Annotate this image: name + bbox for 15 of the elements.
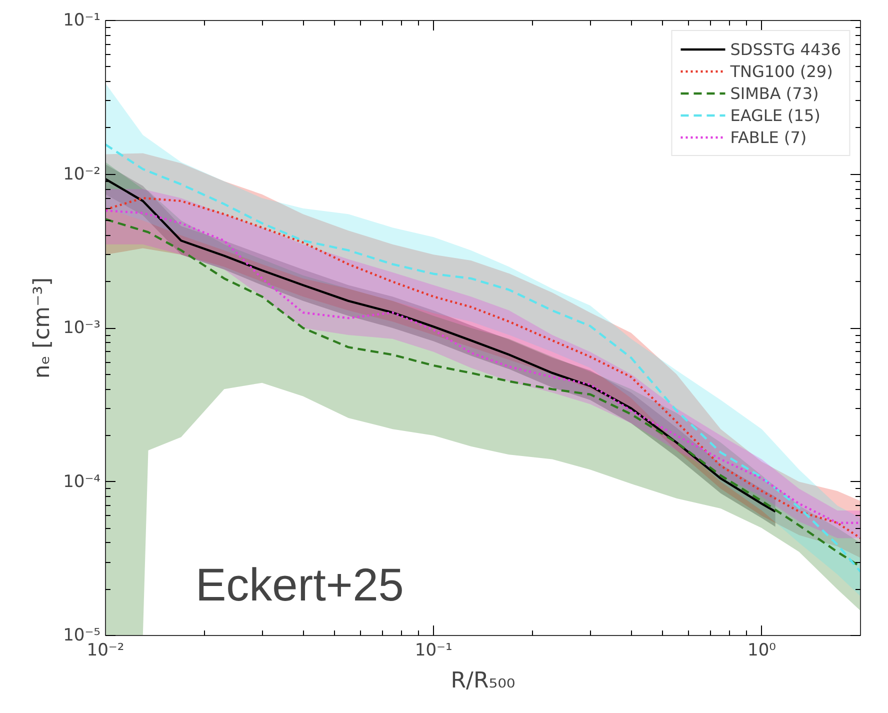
legend-label: SDSSTG 4436 — [730, 40, 841, 58]
y-tick-label: 10⁻¹ — [63, 10, 100, 30]
y-tick-label: 10⁻⁴ — [63, 472, 101, 492]
y-axis-title: nₑ [cm⁻³] — [30, 277, 56, 379]
y-tick-label: 10⁻² — [63, 164, 100, 184]
x-tick-label: 10⁻¹ — [414, 640, 452, 660]
x-tick-label: 10⁰ — [748, 640, 776, 660]
legend-label: TNG100 (29) — [730, 62, 833, 80]
legend-label: FABLE (7) — [730, 128, 807, 146]
annotation: Eckert+25 — [196, 558, 404, 610]
x-axis-title: R/R₅₀₀ — [450, 668, 516, 694]
legend-label: SIMBA (73) — [730, 84, 819, 102]
y-tick-label: 10⁻³ — [63, 318, 100, 338]
x-tick-label: 10⁻² — [86, 640, 124, 660]
legend-label: EAGLE (15) — [730, 106, 820, 124]
